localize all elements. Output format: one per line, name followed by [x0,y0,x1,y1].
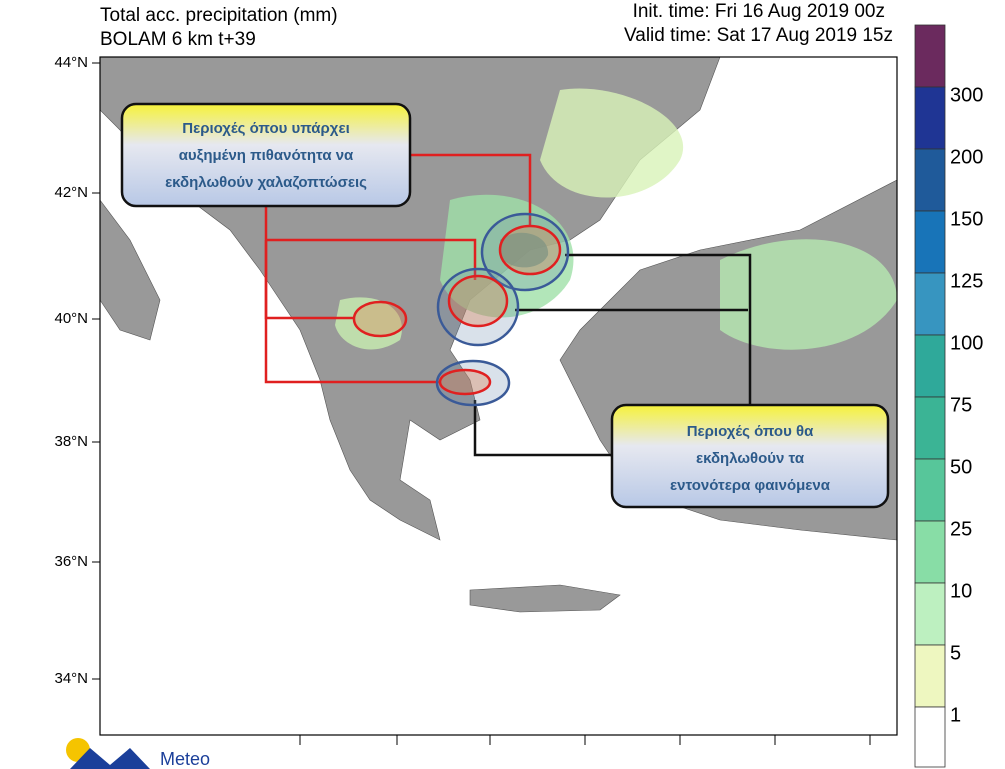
area-outline [436,267,520,347]
colorbar-segment [914,334,946,398]
colorbar-label: 10 [950,580,972,602]
lat-label: 42°N [54,184,88,201]
callout-text: Περιοχές όπου θα [687,423,814,440]
connector [410,153,532,225]
map [100,57,897,735]
logo-text: Meteo [160,749,210,769]
colorbar-segment [914,210,946,274]
lat-label: 36°N [54,553,88,570]
colorbar-label: 300 [950,84,983,106]
colorbar-segment [914,582,946,646]
lat-label: 44°N [54,54,88,71]
callout-box [610,403,890,509]
model: BOLAM 6 km t+39 [100,29,256,50]
colorbar-label: 25 [950,518,972,540]
lat-label: 40°N [54,310,88,327]
colorbar-segment [914,706,946,768]
colorbar-segment [914,644,946,708]
colorbar-label: 1 [950,704,961,726]
colorbar: 300 200 150 125 100 75 50 25 10 5 1 [914,24,983,768]
callout-text: εντονότερα φαινόμενα [670,477,831,494]
callout-box [120,102,412,208]
colorbar-label: 100 [950,332,983,354]
land-crete [469,584,621,613]
area-outline [438,368,492,396]
logo: Meteo [66,738,210,769]
valid-time: Valid time: Sat 17 Aug 2019 15z [624,25,893,46]
colorbar-segment [914,520,946,584]
init-time: Init. time: Fri 16 Aug 2019 00z [633,1,885,22]
connector [266,238,477,280]
lat-label: 38°N [54,433,88,450]
logo-mark [70,748,150,769]
colorbar-label: 150 [950,208,983,230]
colorbar-segment [914,458,946,522]
colorbar-segment [914,272,946,336]
area-outline [498,224,562,276]
highlight-areas [352,212,570,407]
lon-ticks [299,735,871,745]
callout-text: εκδηλωθούν τα [696,450,805,467]
colorbar-segment [914,148,946,212]
area-outline [447,274,509,328]
land-italy [100,199,161,341]
title: Total acc. precipitation (mm) [100,5,338,26]
map-frame [99,56,898,736]
connector [473,400,612,457]
colorbar-segment [914,86,946,150]
connector [264,240,440,384]
colorbar-label: 5 [950,642,961,664]
colorbar-segment [914,24,946,88]
precip-core [500,232,549,268]
callout-connectors [264,153,752,457]
callout-text: εκδηλωθούν χαλαζοπτώσεις [165,174,367,191]
precip-area [540,88,684,198]
lat-label: 34°N [54,670,88,687]
lat-axis: 44°N 42°N 40°N 38°N 36°N 34°N [54,54,100,687]
precip-area [720,239,897,350]
callout-text: Περιοχές όπου υπάρχει [182,120,349,137]
connector [565,253,752,405]
colorbar-label: 75 [950,394,972,416]
callout-text: αυξημένη πιθανότητα να [179,147,354,164]
colorbar-segment [914,396,946,460]
area-outline [352,300,408,338]
colorbar-label: 50 [950,456,972,478]
colorbar-label: 200 [950,146,983,168]
colorbar-label: 125 [950,270,983,292]
